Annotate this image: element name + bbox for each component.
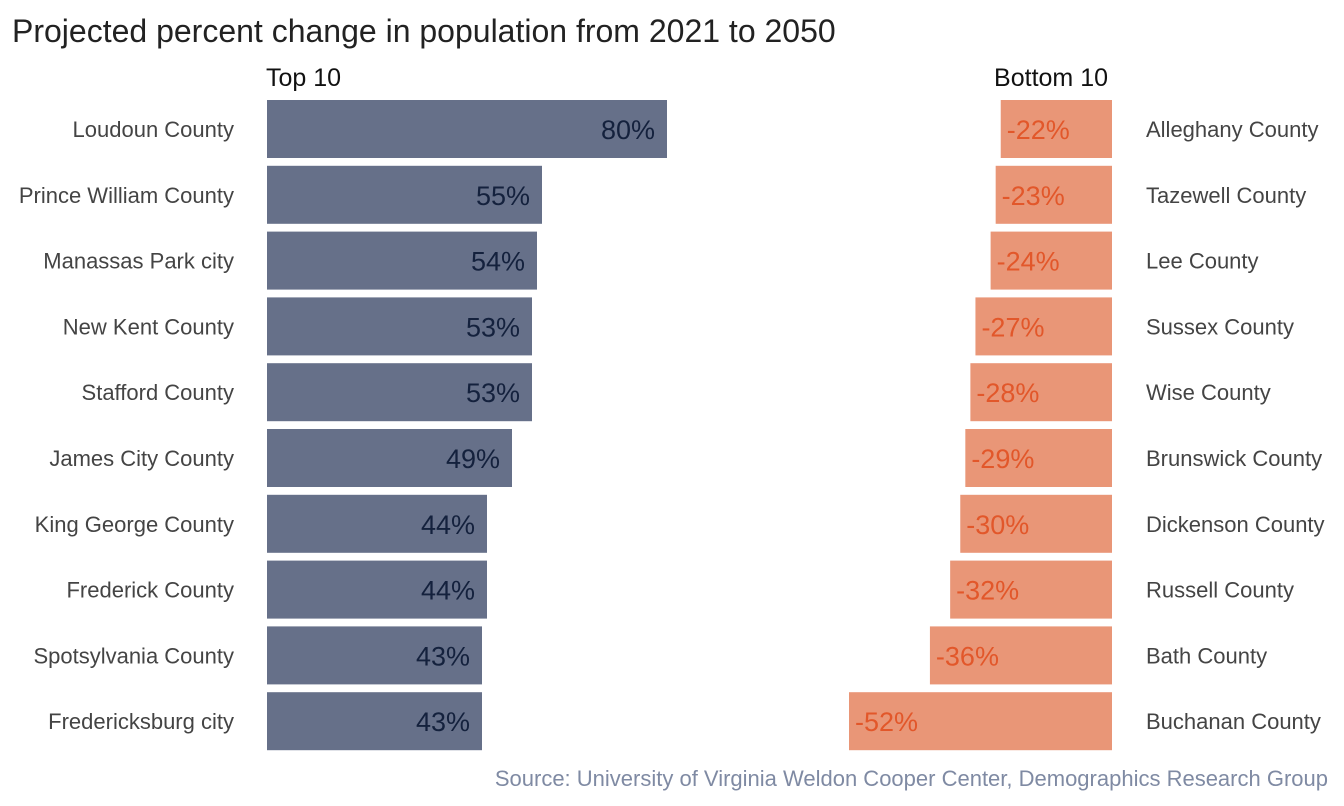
value-label-top-6: 49%	[446, 444, 500, 474]
bar-top-9	[267, 626, 482, 685]
bar-bottom-2	[995, 165, 1112, 224]
bar-top-2	[267, 165, 542, 224]
value-label-top-1: 80%	[601, 115, 655, 145]
value-label-top-5: 53%	[466, 378, 520, 408]
category-label-bottom-6: Brunswick County	[1146, 446, 1322, 471]
category-label-bottom-1: Alleghany County	[1146, 117, 1318, 142]
bar-bottom-6	[965, 429, 1112, 487]
chart-title: Projected percent change in population f…	[12, 13, 836, 49]
top-10-panel: Loudoun County 80% Prince William County 55…	[19, 100, 667, 751]
bar-top-5	[267, 363, 532, 422]
value-label-top-8: 44%	[421, 576, 475, 606]
source-note: Source: University of Virginia Weldon Co…	[495, 766, 1328, 791]
value-label-bottom-7: -30%	[966, 510, 1029, 540]
bottom-10-panel: Alleghany County -22% Tazewell County -23% L…	[849, 100, 1325, 751]
category-label-bottom-8: Russell County	[1146, 578, 1294, 603]
category-label-top-7: King George County	[35, 512, 234, 537]
value-label-top-2: 55%	[476, 181, 530, 211]
value-label-top-9: 43%	[416, 641, 470, 671]
category-label-top-6: James City County	[49, 446, 234, 471]
category-label-bottom-7: Dickenson County	[1146, 512, 1325, 537]
category-label-top-4: New Kent County	[63, 314, 234, 339]
category-label-top-10: Fredericksburg city	[48, 709, 234, 734]
bar-bottom-10	[849, 692, 1112, 751]
category-label-bottom-4: Sussex County	[1146, 314, 1294, 339]
bar-bottom-3	[990, 231, 1112, 290]
category-label-bottom-3: Lee County	[1146, 249, 1259, 274]
category-label-bottom-2: Tazewell County	[1146, 183, 1306, 208]
bar-top-3	[267, 231, 537, 290]
panel-title-bottom: Bottom 10	[994, 64, 1108, 92]
value-label-top-10: 43%	[416, 707, 470, 737]
bar-bottom-7	[960, 494, 1112, 553]
category-label-top-8: Frederick County	[66, 578, 234, 603]
panel-title-top: Top 10	[266, 64, 341, 92]
value-label-bottom-3: -24%	[997, 247, 1060, 277]
bar-bottom-1	[1000, 100, 1112, 158]
bar-bottom-4	[975, 297, 1112, 356]
bar-top-8	[267, 560, 487, 619]
bar-top-4	[267, 297, 532, 356]
value-label-top-3: 54%	[471, 247, 525, 277]
category-label-top-3: Manassas Park city	[43, 249, 234, 274]
bar-bottom-8	[950, 560, 1112, 619]
value-label-top-7: 44%	[421, 510, 475, 540]
value-label-bottom-2: -23%	[1002, 181, 1065, 211]
category-label-top-2: Prince William County	[19, 183, 234, 208]
value-label-top-4: 53%	[466, 312, 520, 342]
value-label-bottom-6: -29%	[971, 444, 1034, 474]
category-label-bottom-5: Wise County	[1146, 380, 1271, 405]
bar-top-10	[267, 692, 482, 751]
value-label-bottom-1: -22%	[1007, 115, 1070, 145]
category-label-top-9: Spotsylvania County	[33, 643, 234, 668]
category-label-bottom-10: Buchanan County	[1146, 709, 1321, 734]
category-label-top-5: Stafford County	[82, 380, 234, 405]
value-label-bottom-8: -32%	[956, 576, 1019, 606]
category-label-bottom-9: Bath County	[1146, 643, 1267, 668]
value-label-bottom-5: -28%	[976, 378, 1039, 408]
value-label-bottom-4: -27%	[981, 312, 1044, 342]
value-label-bottom-9: -36%	[936, 641, 999, 671]
bar-top-7	[267, 494, 487, 553]
bar-bottom-5	[970, 363, 1112, 422]
value-label-bottom-10: -52%	[855, 707, 918, 737]
bar-top-1	[267, 100, 667, 158]
bar-top-6	[267, 429, 512, 487]
category-label-top-1: Loudoun County	[73, 117, 234, 142]
bar-bottom-9	[929, 626, 1112, 685]
